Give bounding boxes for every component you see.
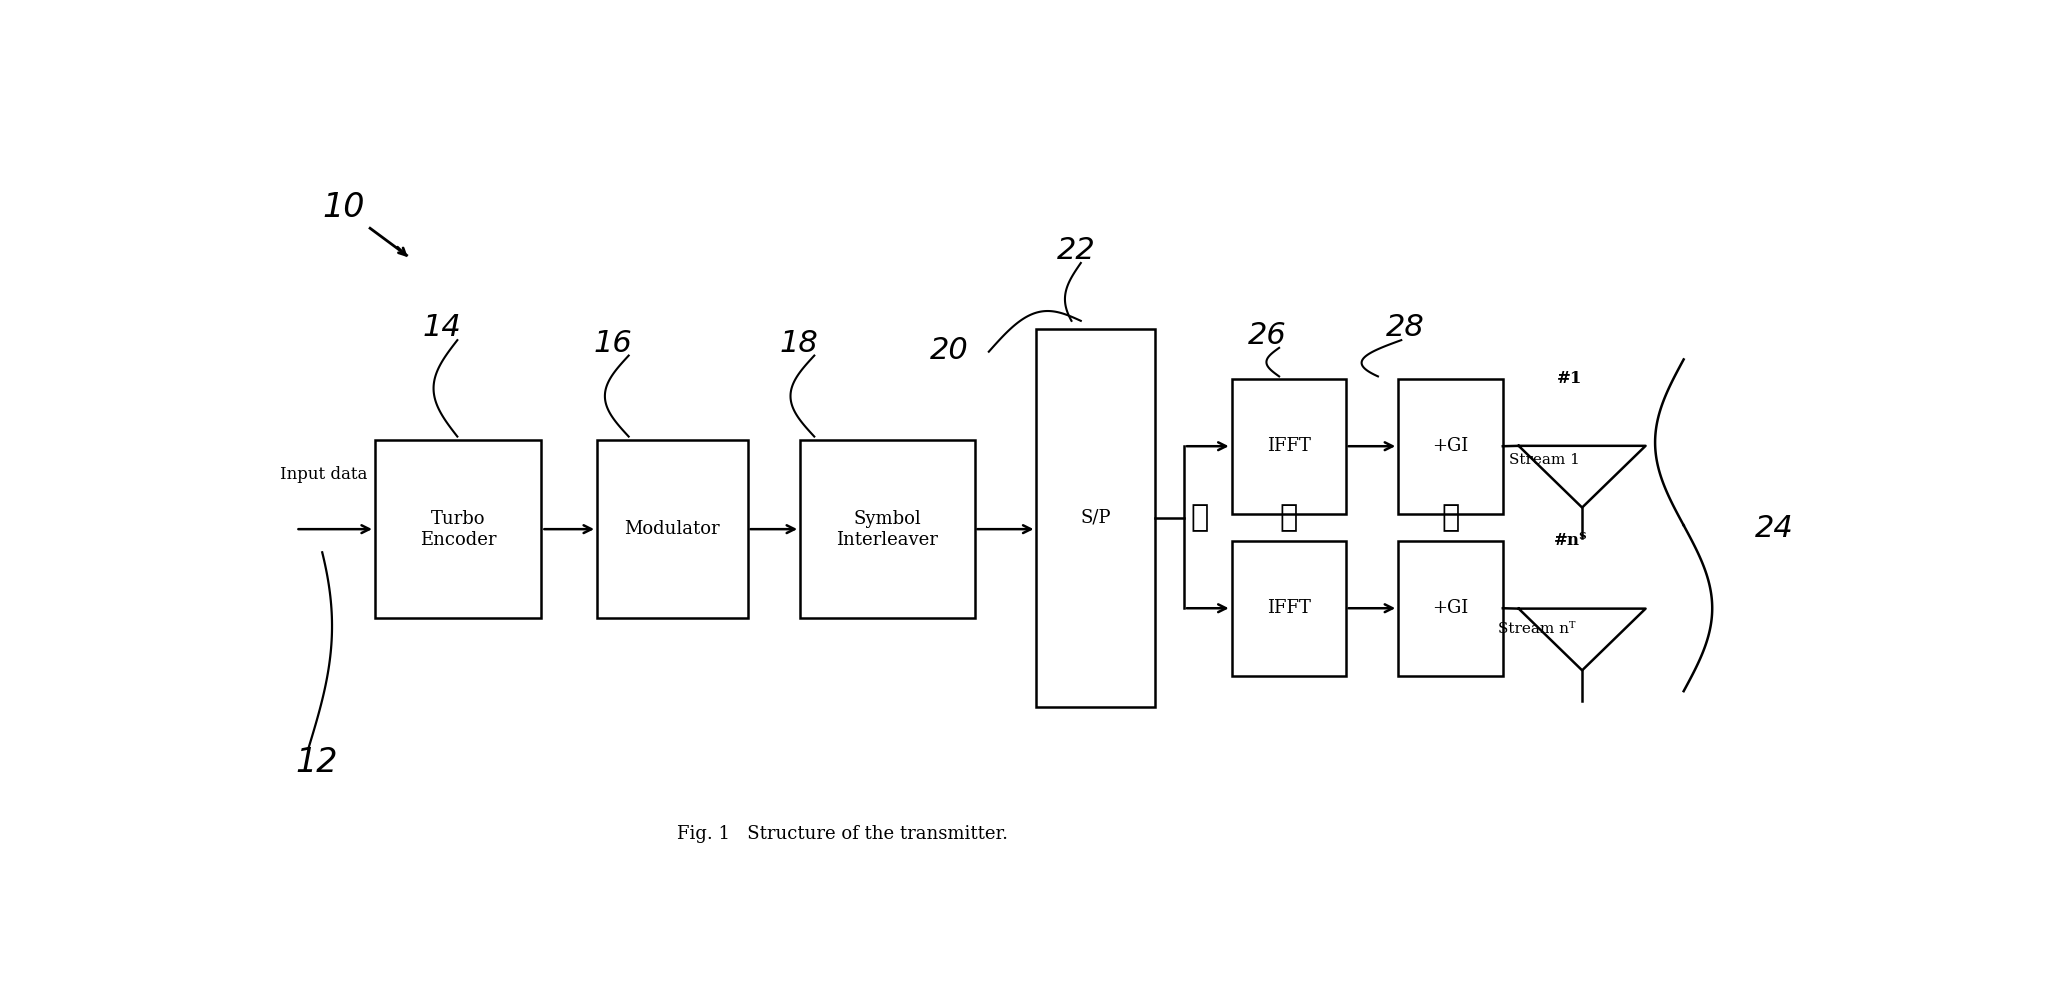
Text: Fig. 1   Structure of the transmitter.: Fig. 1 Structure of the transmitter. xyxy=(678,825,1009,843)
Text: Symbol
Interleaver: Symbol Interleaver xyxy=(837,510,938,548)
Text: 28: 28 xyxy=(1386,314,1425,343)
FancyBboxPatch shape xyxy=(800,441,974,618)
FancyBboxPatch shape xyxy=(1036,329,1155,706)
FancyBboxPatch shape xyxy=(1232,541,1345,675)
FancyBboxPatch shape xyxy=(1398,541,1502,675)
Text: Stream nᵀ: Stream nᵀ xyxy=(1498,622,1576,636)
Text: 10: 10 xyxy=(323,190,364,223)
Text: IFFT: IFFT xyxy=(1267,437,1310,455)
Text: Input data: Input data xyxy=(280,466,366,483)
Text: 26: 26 xyxy=(1247,321,1286,350)
Text: 24: 24 xyxy=(1754,514,1793,543)
Text: 22: 22 xyxy=(1056,236,1095,266)
FancyBboxPatch shape xyxy=(598,441,747,618)
Text: 12: 12 xyxy=(295,746,338,780)
Text: S/P: S/P xyxy=(1081,509,1112,527)
Text: 16: 16 xyxy=(594,329,633,358)
FancyBboxPatch shape xyxy=(1232,379,1345,514)
Text: #1: #1 xyxy=(1556,370,1582,387)
Text: ⋮: ⋮ xyxy=(1279,502,1298,533)
Text: 18: 18 xyxy=(780,329,819,358)
FancyBboxPatch shape xyxy=(375,441,540,618)
Text: Stream 1: Stream 1 xyxy=(1509,453,1580,467)
FancyBboxPatch shape xyxy=(1398,379,1502,514)
Text: ⋮: ⋮ xyxy=(1191,502,1210,533)
Text: #nᵀ: #nᵀ xyxy=(1554,532,1586,548)
Text: 14: 14 xyxy=(422,314,461,343)
Text: +GI: +GI xyxy=(1433,599,1468,617)
Text: 20: 20 xyxy=(929,337,968,366)
Text: +GI: +GI xyxy=(1433,437,1468,455)
Text: Turbo
Encoder: Turbo Encoder xyxy=(420,510,495,548)
Text: IFFT: IFFT xyxy=(1267,599,1310,617)
Text: Modulator: Modulator xyxy=(624,520,721,538)
Text: ⋮: ⋮ xyxy=(1441,502,1460,533)
